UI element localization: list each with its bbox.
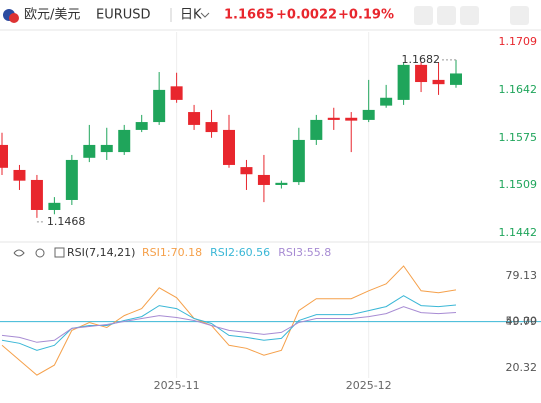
- candle-body: [380, 97, 393, 106]
- legend-sep: :: [167, 246, 171, 259]
- candle-body: [118, 129, 131, 153]
- x-tick-label: 2025-11: [154, 379, 200, 392]
- flag-icon: [9, 13, 19, 23]
- tool-button[interactable]: [414, 6, 433, 25]
- tool-button[interactable]: [437, 6, 456, 25]
- max-label: 1.1682: [402, 53, 441, 66]
- candle-body: [48, 202, 61, 210]
- eye-icon[interactable]: [13, 249, 25, 257]
- candle-body: [205, 122, 218, 133]
- candle-body: [65, 159, 78, 200]
- legend-name: RSI2: [210, 246, 235, 259]
- period[interactable]: 日K: [180, 8, 202, 23]
- candle-body: [223, 129, 235, 165]
- candle-body: [30, 179, 43, 210]
- symbol-name: 欧元/美元: [24, 8, 80, 23]
- candle-body: [83, 144, 96, 158]
- legend-name: RSI1: [142, 246, 167, 259]
- candle-body: [135, 122, 148, 130]
- legend-value: 70.18: [171, 246, 203, 259]
- candle-body: [292, 139, 305, 183]
- add-icon[interactable]: [54, 247, 65, 258]
- price: 1.1665: [224, 8, 274, 23]
- y-tick-label: 49.79: [506, 315, 538, 328]
- candle-body: [345, 117, 358, 121]
- y-tick-label: 1.1442: [499, 226, 538, 239]
- legend-name: RSI3: [278, 246, 303, 259]
- candle-body: [257, 174, 270, 185]
- legend-value: 60.56: [239, 246, 271, 259]
- candle-body: [275, 182, 288, 185]
- candle-body: [188, 112, 201, 125]
- legend: RSI1:70.18 RSI2:60.56 RSI3:55.8: [142, 246, 331, 259]
- y-tick-label: 79.13: [506, 269, 538, 282]
- rsi-line: [1, 306, 457, 343]
- legend-sep: :: [235, 246, 239, 259]
- y-tick-label: 20.32: [506, 361, 538, 374]
- indicator-title: RSI(7,14,21): [67, 246, 135, 259]
- dropdown-icon[interactable]: [200, 12, 210, 18]
- y-tick-label: 1.1509: [499, 178, 538, 191]
- y-tick-label: 1.1575: [499, 131, 538, 144]
- tool-button[interactable]: [460, 6, 479, 25]
- y-tick-label: 50.00: [506, 315, 538, 328]
- candle-body: [415, 64, 428, 83]
- candle-body: [432, 79, 445, 85]
- rsi-line: [1, 265, 457, 376]
- symbol-code: EURUSD: [96, 8, 151, 23]
- candle-body: [100, 144, 113, 153]
- y-tick-label: 1.1709: [499, 35, 538, 48]
- percent: +0.19%: [338, 8, 394, 23]
- legend-sep: :: [303, 246, 307, 259]
- y-tick-label: 1.1642: [499, 83, 538, 96]
- gear-icon[interactable]: [35, 248, 45, 258]
- rsi-line: [1, 295, 457, 351]
- candle-body: [362, 109, 375, 120]
- change: +0.0022: [276, 8, 337, 23]
- candle-body: [0, 144, 8, 168]
- min-label: 1.1468: [47, 215, 86, 228]
- candle-body: [240, 167, 253, 175]
- candle-body: [153, 89, 166, 123]
- candle-body: [327, 117, 340, 120]
- candle-body: [170, 86, 183, 100]
- candle-body: [310, 119, 323, 140]
- tool-button[interactable]: [510, 6, 529, 25]
- x-tick-label: 2025-12: [346, 379, 392, 392]
- candle-body: [13, 169, 26, 181]
- candle-body: [397, 64, 410, 100]
- candle-body: [450, 73, 462, 85]
- legend-value: 55.8: [307, 246, 332, 259]
